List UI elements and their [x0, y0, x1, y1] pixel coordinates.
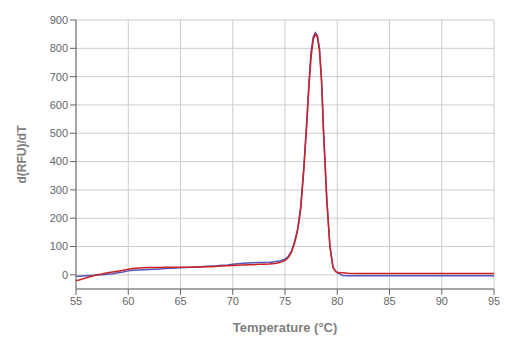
svg-text:75: 75 [279, 295, 291, 307]
svg-text:85: 85 [383, 295, 395, 307]
svg-text:400: 400 [50, 155, 68, 167]
svg-text:90: 90 [436, 295, 448, 307]
svg-text:200: 200 [50, 212, 68, 224]
svg-text:100: 100 [50, 240, 68, 252]
svg-text:0: 0 [62, 269, 68, 281]
svg-text:900: 900 [50, 14, 68, 26]
svg-text:500: 500 [50, 127, 68, 139]
svg-text:600: 600 [50, 99, 68, 111]
svg-text:d(RFU)/dT: d(RFU)/dT [15, 125, 29, 184]
svg-text:80: 80 [331, 295, 343, 307]
svg-text:700: 700 [50, 71, 68, 83]
svg-text:60: 60 [122, 295, 134, 307]
svg-text:800: 800 [50, 42, 68, 54]
svg-text:Temperature (°C): Temperature (°C) [233, 320, 338, 335]
svg-text:65: 65 [174, 295, 186, 307]
svg-text:70: 70 [227, 295, 239, 307]
svg-text:95: 95 [488, 295, 500, 307]
svg-text:300: 300 [50, 184, 68, 196]
svg-text:55: 55 [70, 295, 82, 307]
